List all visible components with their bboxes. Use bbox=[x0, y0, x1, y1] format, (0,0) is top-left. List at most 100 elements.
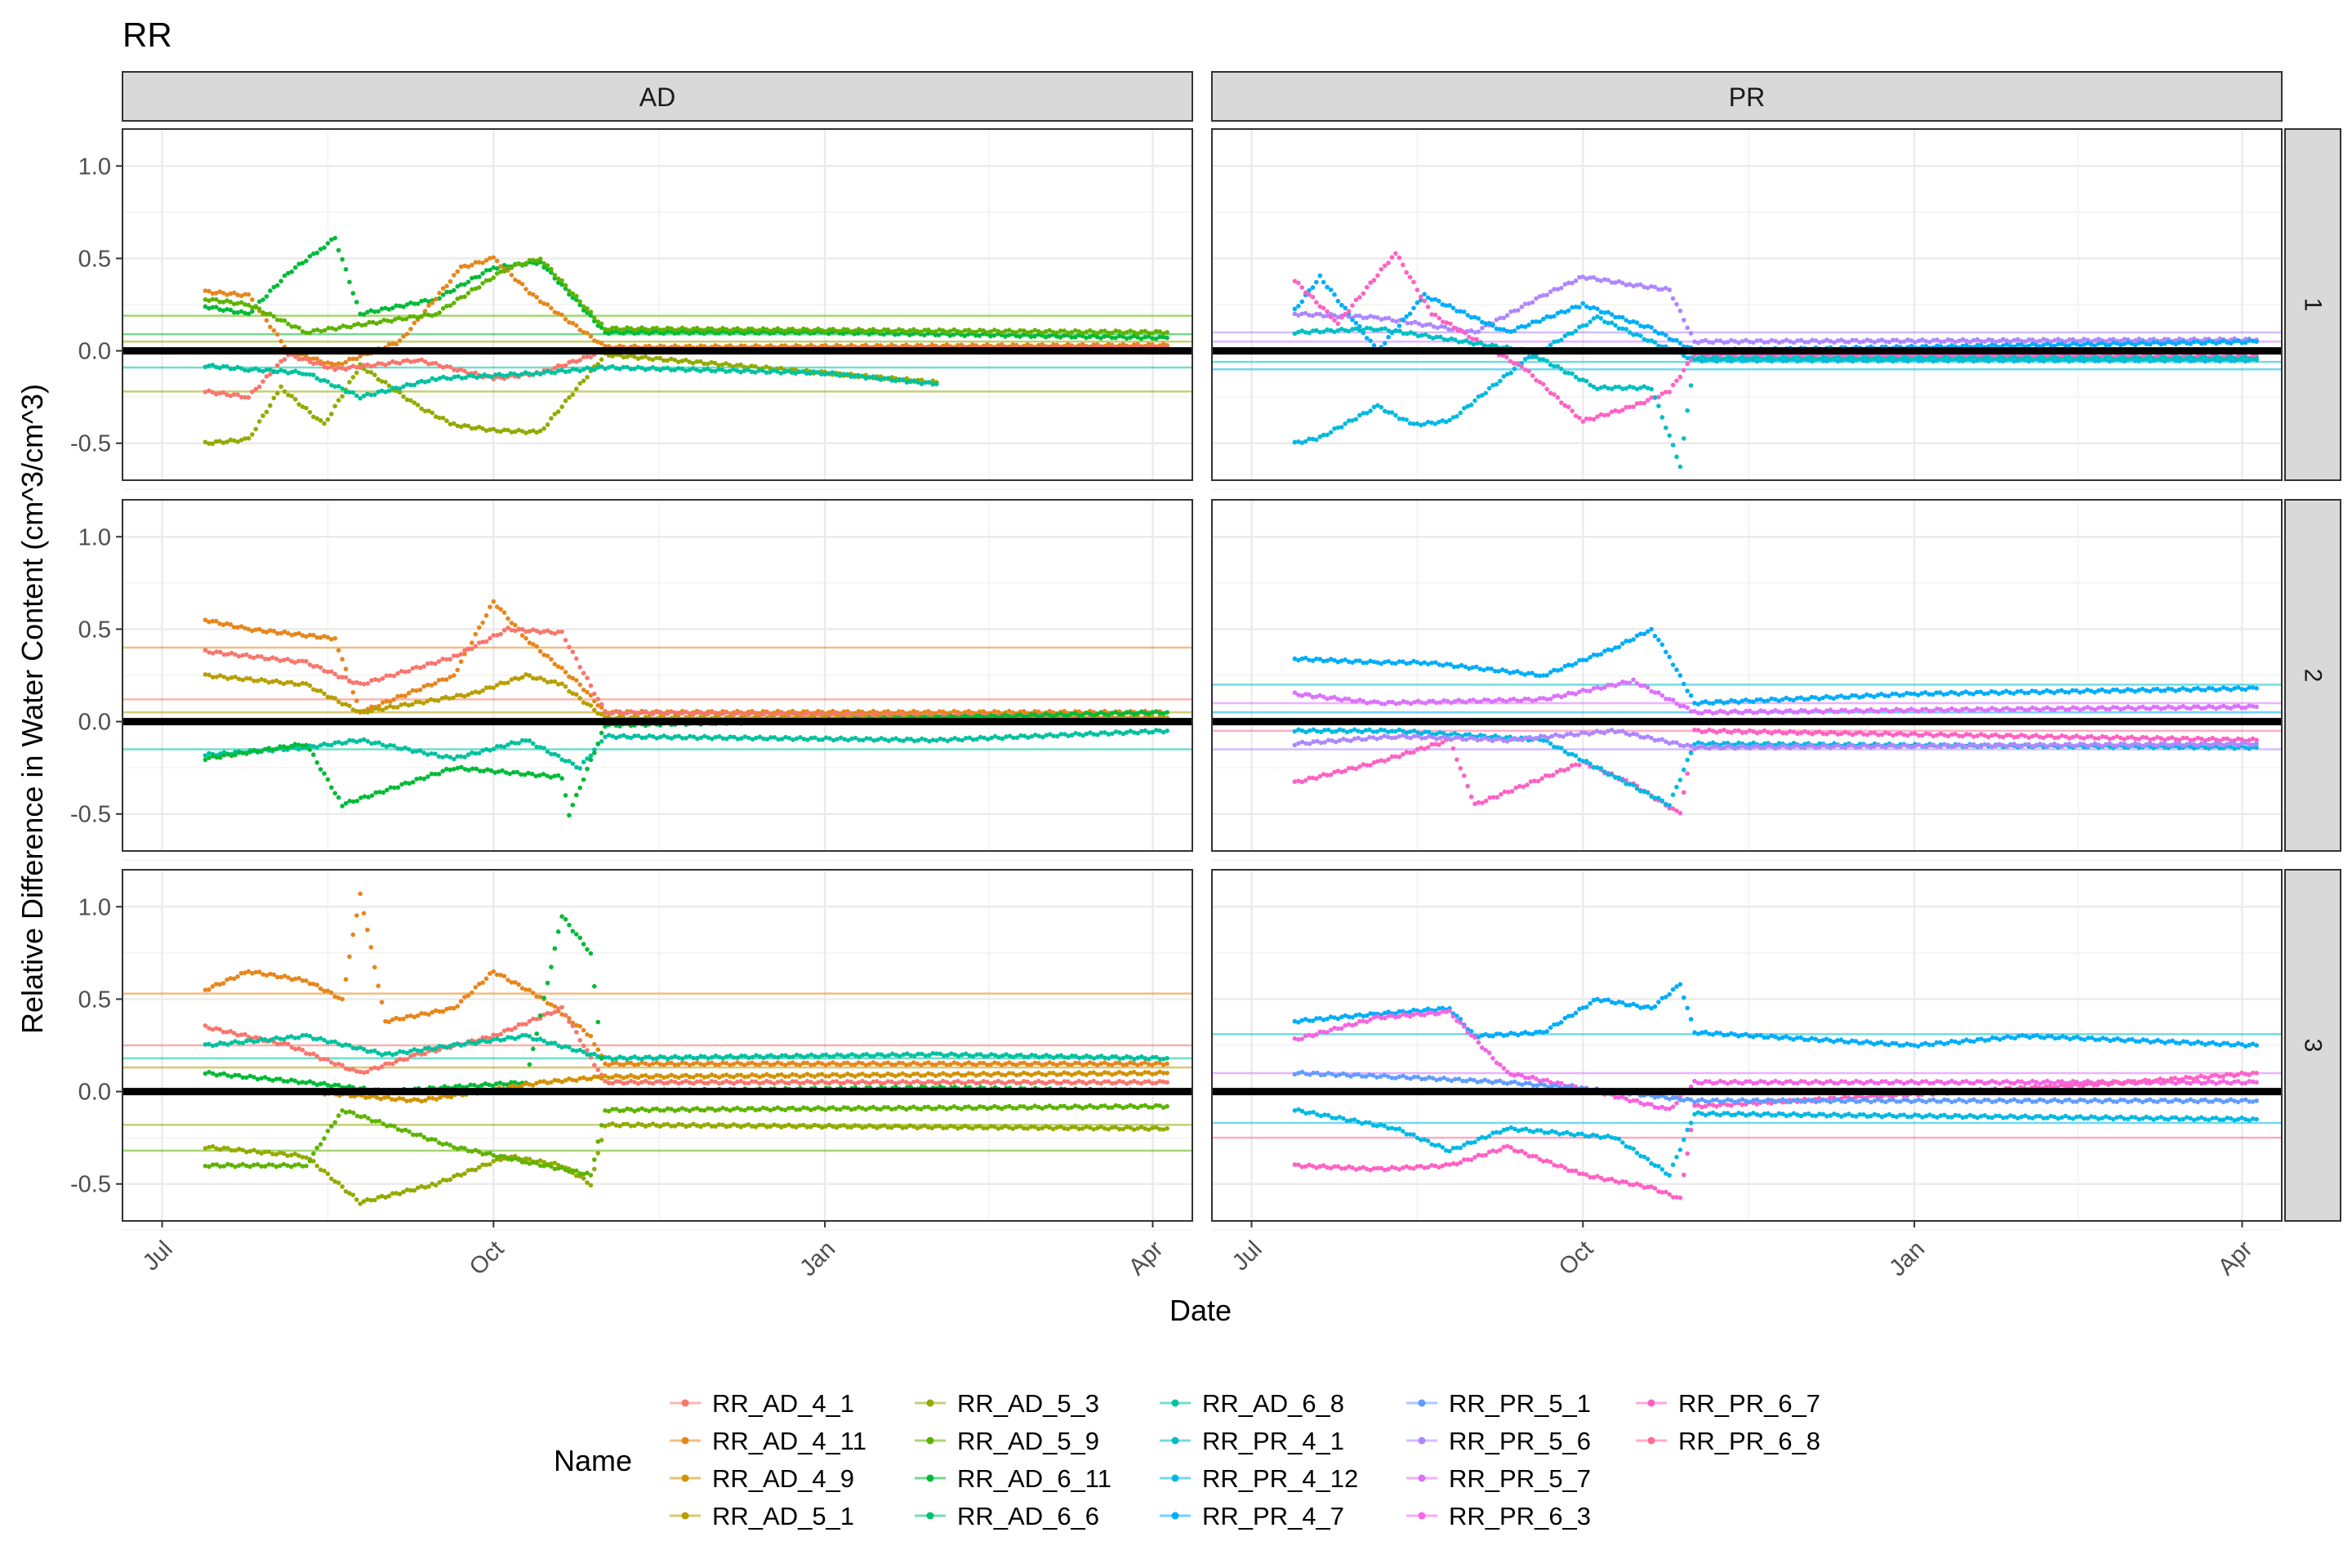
data-point bbox=[977, 333, 982, 339]
data-point bbox=[1810, 732, 1815, 737]
data-point bbox=[654, 710, 659, 715]
data-point bbox=[1609, 682, 1615, 688]
data-point bbox=[871, 708, 876, 714]
data-point bbox=[1116, 329, 1122, 334]
data-point bbox=[1559, 366, 1564, 372]
data-point bbox=[296, 742, 301, 747]
data-point bbox=[1361, 762, 1366, 767]
data-point bbox=[1325, 313, 1330, 318]
data-point bbox=[849, 329, 854, 334]
data-point bbox=[1813, 695, 1818, 700]
data-point bbox=[325, 379, 331, 385]
data-point bbox=[1645, 285, 1650, 291]
data-point bbox=[1832, 730, 1837, 735]
data-point bbox=[1971, 734, 1976, 739]
data-point bbox=[1788, 357, 1793, 363]
data-point bbox=[410, 780, 416, 785]
data-point bbox=[2100, 734, 2105, 739]
data-point bbox=[735, 326, 740, 331]
data-point bbox=[922, 332, 927, 338]
data-point bbox=[1780, 730, 1785, 736]
data-point bbox=[243, 436, 247, 441]
data-point bbox=[904, 376, 910, 381]
data-point bbox=[1307, 287, 1312, 293]
data-point bbox=[1595, 684, 1600, 690]
data-point bbox=[455, 423, 460, 429]
data-point bbox=[462, 648, 467, 653]
data-point bbox=[285, 679, 290, 685]
data-point bbox=[1942, 733, 1947, 737]
data-point bbox=[1361, 411, 1366, 416]
data-point bbox=[926, 712, 931, 717]
data-point bbox=[444, 289, 449, 295]
data-point bbox=[657, 734, 663, 740]
data-point bbox=[1740, 710, 1745, 715]
data-point bbox=[1938, 357, 1944, 362]
data-point bbox=[476, 260, 482, 265]
data-point bbox=[361, 708, 367, 714]
data-point bbox=[559, 278, 564, 283]
data-point bbox=[592, 751, 597, 755]
data-point bbox=[1146, 341, 1152, 347]
data-point bbox=[1076, 713, 1081, 718]
data-point bbox=[266, 746, 272, 751]
data-point bbox=[1393, 754, 1398, 760]
data-point bbox=[527, 640, 532, 645]
data-point bbox=[336, 398, 341, 403]
data-point bbox=[1094, 711, 1100, 716]
data-point bbox=[669, 326, 674, 332]
data-point bbox=[1519, 361, 1525, 366]
data-point bbox=[606, 733, 612, 737]
data-point bbox=[1620, 679, 1625, 684]
data-point bbox=[259, 677, 264, 682]
data-point bbox=[1842, 695, 1847, 700]
data-point bbox=[2180, 704, 2185, 709]
data-point bbox=[1032, 334, 1037, 339]
data-point bbox=[2154, 686, 2160, 692]
data-point bbox=[1364, 315, 1370, 320]
data-point bbox=[473, 425, 479, 431]
data-point bbox=[225, 298, 229, 303]
data-point bbox=[314, 327, 320, 332]
data-point bbox=[1813, 338, 1819, 343]
data-point bbox=[243, 394, 247, 400]
data-point bbox=[563, 759, 568, 764]
data-point bbox=[2030, 705, 2035, 710]
data-point bbox=[2144, 688, 2149, 693]
data-point bbox=[322, 361, 327, 366]
data-point bbox=[519, 372, 524, 377]
data-point bbox=[314, 635, 320, 640]
data-point bbox=[1386, 261, 1391, 265]
data-point bbox=[1446, 337, 1450, 343]
data-point bbox=[746, 712, 751, 717]
data-point bbox=[447, 696, 452, 701]
data-point bbox=[289, 394, 295, 399]
data-point bbox=[2188, 359, 2193, 364]
data-point bbox=[603, 734, 608, 740]
data-point bbox=[1931, 733, 1936, 739]
data-point bbox=[603, 366, 608, 372]
data-point bbox=[1613, 385, 1618, 390]
data-point bbox=[311, 632, 316, 638]
data-point bbox=[1920, 733, 1925, 738]
data-point bbox=[1740, 354, 1745, 359]
data-point bbox=[1938, 731, 1944, 737]
data-point bbox=[621, 331, 626, 336]
data-point bbox=[391, 697, 397, 702]
data-point bbox=[341, 323, 346, 328]
data-point bbox=[1602, 277, 1607, 282]
data-point bbox=[1375, 660, 1380, 665]
data-point bbox=[253, 305, 259, 310]
data-point bbox=[255, 653, 261, 659]
data-point bbox=[1411, 750, 1416, 755]
data-point bbox=[1613, 323, 1618, 328]
data-point bbox=[477, 768, 483, 773]
data-point bbox=[537, 648, 543, 654]
data-point bbox=[314, 416, 320, 421]
data-point bbox=[415, 315, 420, 320]
data-point bbox=[1525, 782, 1530, 787]
data-point bbox=[213, 364, 219, 370]
data-point bbox=[296, 402, 301, 407]
data-point bbox=[1835, 359, 1841, 364]
data-point bbox=[864, 736, 869, 741]
